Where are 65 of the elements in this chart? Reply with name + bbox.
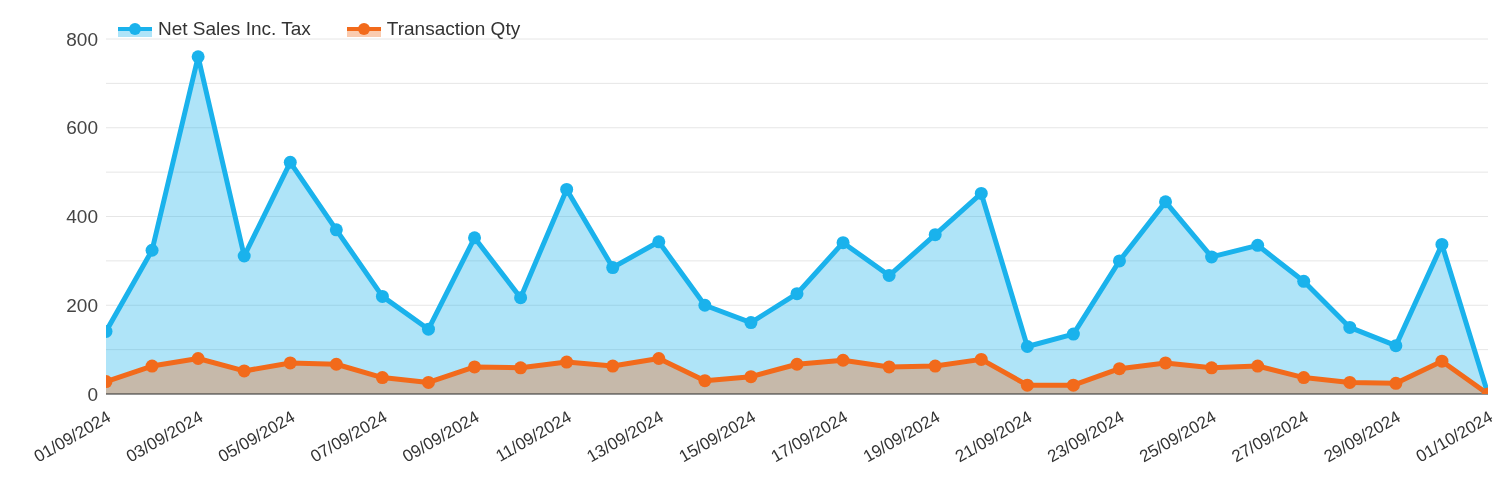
point <box>1205 361 1219 375</box>
point <box>283 356 297 370</box>
point <box>652 235 666 249</box>
point <box>514 291 528 305</box>
point <box>1297 274 1311 288</box>
point <box>468 231 482 245</box>
y-tick-label: 400 <box>66 206 98 228</box>
point <box>698 374 712 388</box>
point <box>744 316 758 330</box>
point <box>606 261 620 275</box>
point <box>1112 362 1126 376</box>
point <box>606 359 620 373</box>
y-tick-label: 800 <box>66 28 98 50</box>
point <box>1389 376 1403 390</box>
point <box>790 287 804 301</box>
point <box>698 298 712 312</box>
point <box>237 364 251 378</box>
point <box>1435 354 1449 368</box>
point <box>974 186 988 200</box>
point <box>329 357 343 371</box>
point <box>145 359 159 373</box>
point <box>790 357 804 371</box>
point <box>421 322 435 336</box>
point <box>560 355 574 369</box>
point <box>421 375 435 389</box>
point <box>652 352 666 365</box>
point <box>1066 327 1080 341</box>
point <box>560 182 574 196</box>
point <box>375 371 389 385</box>
point <box>1066 378 1080 392</box>
point <box>744 370 758 384</box>
point <box>1020 340 1034 354</box>
point <box>928 228 942 242</box>
point <box>1020 378 1034 392</box>
point <box>1112 254 1126 268</box>
point <box>1159 356 1173 370</box>
y-tick-label: 200 <box>66 294 98 316</box>
point <box>191 50 205 64</box>
point <box>1343 375 1357 389</box>
point <box>836 236 850 250</box>
point <box>1297 371 1311 385</box>
point <box>1251 238 1265 252</box>
legend-label: Transaction Qty <box>386 18 521 40</box>
point <box>1435 237 1449 251</box>
point <box>145 243 159 257</box>
point <box>283 155 297 169</box>
point <box>882 360 896 374</box>
point <box>468 360 482 374</box>
point <box>974 352 988 366</box>
y-tick-label: 600 <box>66 117 98 139</box>
point <box>1205 250 1219 264</box>
point <box>329 223 343 237</box>
point <box>1159 195 1173 209</box>
point <box>514 361 528 375</box>
y-tick-label: 0 <box>87 383 98 405</box>
point <box>1251 359 1265 373</box>
point <box>375 289 389 303</box>
point <box>1389 339 1403 353</box>
point <box>836 353 850 367</box>
point <box>882 269 896 283</box>
point <box>191 352 205 365</box>
point <box>1343 320 1357 334</box>
point <box>237 249 251 263</box>
point <box>928 359 942 373</box>
legend-label: Net Sales Inc. Tax <box>158 18 311 40</box>
